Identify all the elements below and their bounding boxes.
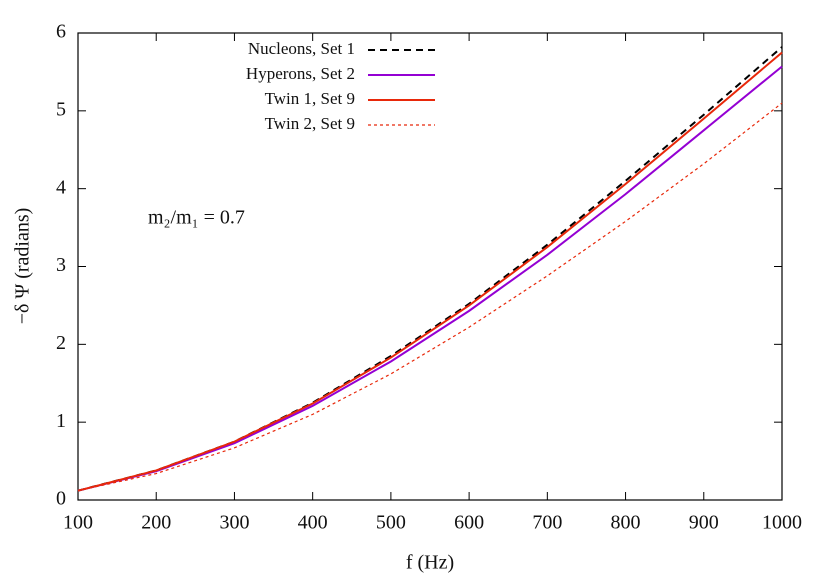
y-tick-label: 2 bbox=[56, 332, 66, 354]
x-tick-label: 400 bbox=[298, 512, 328, 534]
x-tick-label: 800 bbox=[611, 512, 641, 534]
y-axis-label: −δ Ψ (radians) bbox=[12, 208, 34, 325]
plot-frame bbox=[77, 32, 783, 501]
y-tick-label: 3 bbox=[56, 254, 66, 276]
x-tick-label: 200 bbox=[141, 512, 171, 534]
x-tick-label: 600 bbox=[454, 512, 484, 534]
x-tick-label: 900 bbox=[689, 512, 719, 534]
legend-label: Hyperons, Set 2 bbox=[246, 64, 355, 83]
x-tick-label: 100 bbox=[63, 512, 93, 534]
x-tick-label: 500 bbox=[376, 512, 406, 534]
y-tick-label: 4 bbox=[56, 176, 66, 198]
legend-label: Twin 2, Set 9 bbox=[265, 114, 355, 133]
series-line bbox=[77, 51, 783, 492]
y-tick-label: 0 bbox=[56, 488, 66, 510]
series-line bbox=[77, 46, 783, 492]
x-tick-label: 300 bbox=[219, 512, 249, 534]
x-tick-label: 700 bbox=[532, 512, 562, 534]
annotation: m₂/m₁ = 0.7 bbox=[148, 207, 245, 229]
legend-label: Nucleons, Set 1 bbox=[248, 39, 355, 58]
series-line bbox=[77, 65, 783, 492]
y-tick-label: 1 bbox=[56, 410, 66, 432]
x-axis-label: f (Hz) bbox=[406, 552, 454, 574]
x-tick-label: 1000 bbox=[762, 512, 802, 534]
series-line bbox=[77, 102, 783, 492]
y-tick-label: 5 bbox=[56, 98, 66, 120]
y-tick-label: 6 bbox=[56, 21, 66, 43]
legend-label: Twin 1, Set 9 bbox=[265, 89, 355, 108]
